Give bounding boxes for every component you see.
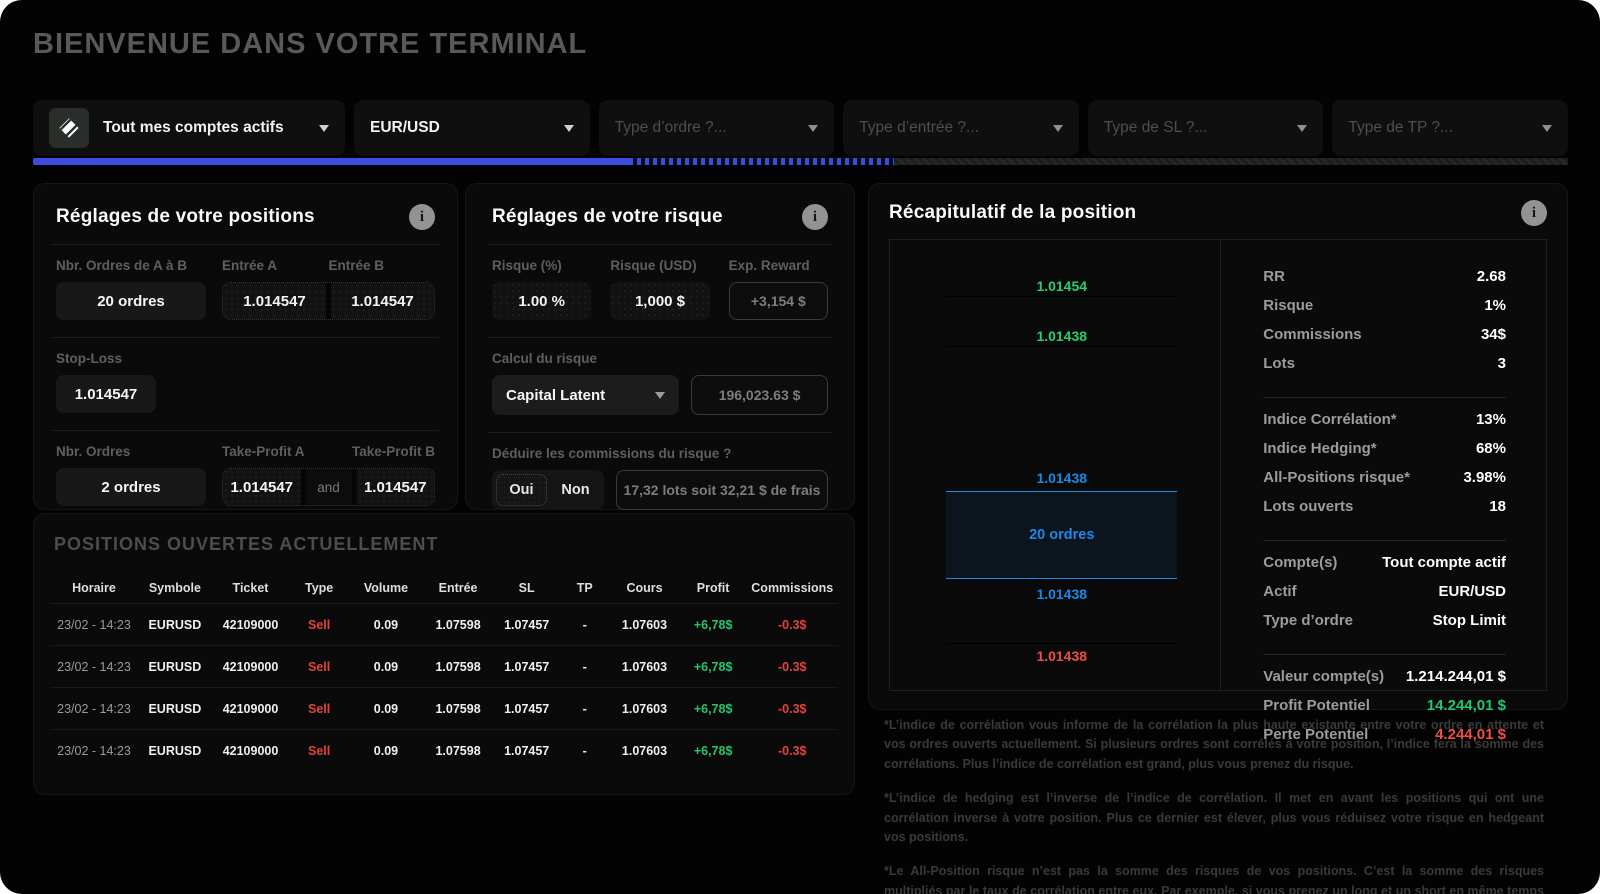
entry-a-input[interactable]: 1.014547 bbox=[223, 283, 326, 319]
chevron-down-icon bbox=[1052, 124, 1063, 132]
progress-complete-segment bbox=[33, 158, 629, 165]
take-profit-a-label: Take-Profit A bbox=[222, 444, 305, 459]
position-recap-panel: Récapitulatif de la position i 1.01454 1… bbox=[868, 183, 1568, 743]
entry-bottom-level: 1.01438 bbox=[1036, 585, 1088, 602]
deduct-commissions-toggle: Oui Non bbox=[492, 470, 604, 510]
risk-usd-label: Risque (USD) bbox=[610, 258, 697, 273]
risk-pct-label: Risque (%) bbox=[492, 258, 562, 273]
fees-summary-value: 17,32 lots soit 32,21 $ de frais bbox=[616, 470, 828, 510]
info-icon[interactable]: i bbox=[1521, 200, 1547, 226]
nbr-orders-tp-label: Nbr. Ordres bbox=[56, 444, 131, 459]
orders-count-label: 20 ordres bbox=[1029, 526, 1095, 543]
chevron-down-icon bbox=[655, 391, 666, 399]
panel-title: Récapitulatif de la position bbox=[889, 202, 1137, 223]
entry-top-level: 1.01438 bbox=[1036, 470, 1088, 487]
progress-current-segment bbox=[628, 158, 895, 165]
entry-b-label: Entrée B bbox=[328, 258, 385, 273]
deduct-commissions-label: Déduire les commissions du risque ? bbox=[492, 446, 732, 461]
no-button[interactable]: Non bbox=[561, 482, 590, 498]
index-footnotes: *L’indice de corrélation vous informe de… bbox=[884, 716, 1544, 894]
and-separator: and bbox=[305, 469, 352, 505]
entry-type-placeholder: Type d’entrée ?... bbox=[859, 119, 979, 136]
progress-remaining-segment bbox=[894, 158, 1568, 165]
sl-type-dropdown[interactable]: Type de SL ?... bbox=[1087, 100, 1324, 156]
table-row: 23/02 - 14:23 EURUSD 42109000 Sell 0.09 … bbox=[50, 645, 838, 687]
chevron-down-icon bbox=[319, 124, 329, 132]
entry-b-input[interactable]: 1.014547 bbox=[331, 283, 434, 319]
info-icon[interactable]: i bbox=[409, 204, 435, 230]
chevron-down-icon bbox=[808, 124, 819, 132]
panel-title: Réglages de votre risque bbox=[492, 206, 723, 227]
open-positions-title: POSITIONS OUVERTES ACTUELLEMENT bbox=[54, 534, 439, 554]
entry-a-label: Entrée A bbox=[222, 258, 278, 273]
exp-reward-value: +3,154 $ bbox=[728, 282, 828, 320]
info-icon[interactable]: i bbox=[802, 204, 828, 230]
tp-type-placeholder: Type de TP ?... bbox=[1348, 119, 1453, 136]
take-profit-near-level: 1.01438 bbox=[946, 328, 1178, 347]
take-profit-a-input[interactable]: 1.014547 bbox=[223, 469, 301, 505]
entry-type-dropdown[interactable]: Type d’entrée ?... bbox=[843, 100, 1079, 156]
nbr-orders-ab-input[interactable]: 20 ordres bbox=[56, 282, 206, 320]
filter-bar: Tout mes comptes actifs EUR/USD Type d’o… bbox=[33, 100, 1568, 156]
table-row: 23/02 - 14:23 EURUSD 42109000 Sell 0.09 … bbox=[50, 603, 838, 645]
table-row: 23/02 - 14:23 EURUSD 42109000 Sell 0.09 … bbox=[50, 729, 838, 771]
account-dropdown-label: Tout mes comptes actifs bbox=[103, 119, 284, 136]
stop-loss-label: Stop-Loss bbox=[56, 351, 122, 366]
risk-calc-label: Calcul du risque bbox=[492, 351, 598, 366]
panel-title: Réglages de votre positions bbox=[56, 206, 315, 227]
table-header-row: Horaire Symbole Ticket Type Volume Entré… bbox=[72, 581, 834, 595]
setup-progress-bar bbox=[33, 158, 1568, 165]
take-profit-far-level: 1.01454 bbox=[946, 278, 1178, 298]
yes-button[interactable]: Oui bbox=[496, 474, 547, 506]
exp-reward-label: Exp. Reward bbox=[728, 258, 810, 273]
chevron-down-icon bbox=[563, 124, 574, 132]
chevron-down-icon bbox=[1541, 124, 1552, 132]
order-type-dropdown[interactable]: Type d’ordre ?... bbox=[598, 100, 835, 156]
order-type-placeholder: Type d’ordre ?... bbox=[614, 119, 727, 136]
risk-calc-selected-value: Capital Latent bbox=[506, 386, 606, 404]
hedging-footnote: *L’indice de hedging est l’inverse de l’… bbox=[884, 791, 1544, 844]
all-position-risk-footnote: *Le All-Position risque n’est pas la som… bbox=[884, 864, 1544, 894]
take-profit-b-label: Take-Profit B bbox=[351, 444, 435, 459]
recap-stats: RR 2.68 Risque 1% Commissions 34$ Lots 3 Ind… bbox=[1263, 268, 1506, 743]
risk-calc-select[interactable]: Capital Latent bbox=[492, 375, 680, 415]
page-title: BIENVENUE DANS VOTRE TERMINAL bbox=[33, 28, 588, 60]
table-row: 23/02 - 14:23 EURUSD 42109000 Sell 0.09 … bbox=[50, 687, 838, 729]
tp-type-dropdown[interactable]: Type de TP ?... bbox=[1332, 100, 1568, 156]
symbol-dropdown-label: EUR/USD bbox=[370, 119, 440, 136]
nbr-orders-tp-input[interactable]: 2 ordres bbox=[56, 468, 206, 506]
recap-box: 1.01454 1.01438 1.01438 20 ordres 1.0143… bbox=[889, 239, 1547, 743]
broker-logo-icon bbox=[49, 108, 89, 148]
nbr-orders-ab-label: Nbr. Ordres de A à B bbox=[56, 258, 188, 273]
price-levels-chart: 1.01454 1.01438 1.01438 20 ordres 1.0143… bbox=[890, 240, 1222, 690]
risk-usd-input[interactable]: 1,000 $ bbox=[610, 282, 710, 320]
stop-loss-input[interactable]: 1.014547 bbox=[56, 375, 156, 413]
account-dropdown[interactable]: Tout mes comptes actifs bbox=[33, 100, 345, 156]
chevron-down-icon bbox=[1297, 124, 1308, 132]
risk-capital-value: 196,023.63 $ bbox=[691, 375, 828, 415]
positions-settings-panel: Réglages de votre positions i Nbr. Ordre… bbox=[33, 183, 458, 510]
risk-settings-panel: Réglages de votre risque i Risque (%) 1.… bbox=[465, 183, 855, 510]
correlation-footnote: *L’indice de corrélation vous informe de… bbox=[884, 718, 1544, 771]
stop-loss-level: 1.01438 bbox=[946, 642, 1178, 664]
open-positions-panel: POSITIONS OUVERTES ACTUELLEMENT Horaire … bbox=[33, 513, 855, 795]
orders-entry-zone: 1.01438 20 ordres 1.01438 bbox=[946, 470, 1178, 602]
sl-type-placeholder: Type de SL ?... bbox=[1103, 119, 1208, 136]
risk-pct-input[interactable]: 1.00 % bbox=[492, 282, 592, 320]
take-profit-b-input[interactable]: 1.014547 bbox=[356, 469, 434, 505]
symbol-dropdown[interactable]: EUR/USD bbox=[354, 100, 590, 156]
